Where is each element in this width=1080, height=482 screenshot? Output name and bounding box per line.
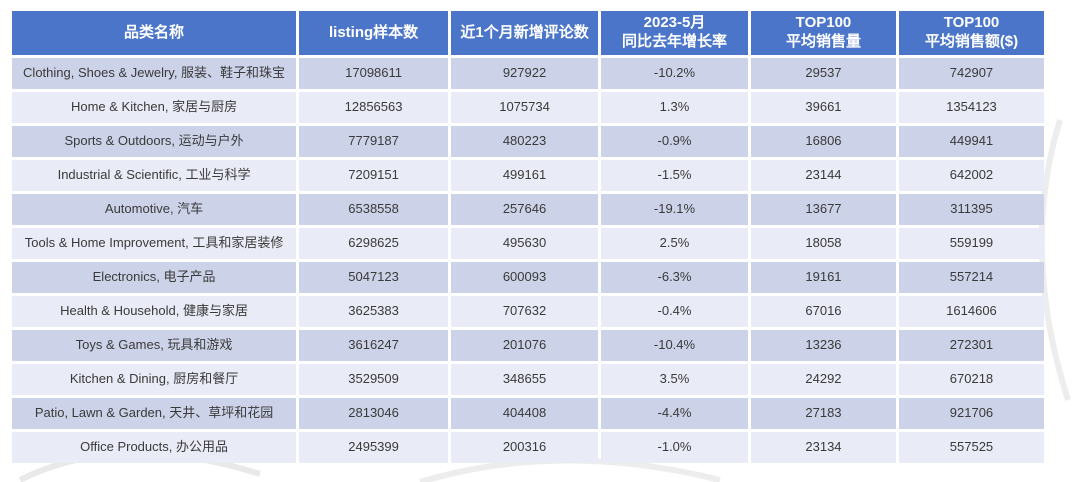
value-cell: 200316 <box>451 432 599 463</box>
category-cell: Tools & Home Improvement, 工具和家居装修 <box>12 228 297 259</box>
value-cell: 24292 <box>750 364 896 395</box>
value-cell: 3.5% <box>601 364 748 395</box>
table-row: Home & Kitchen, 家居与厨房 12856563 1075734 1.3%… <box>12 92 1044 123</box>
value-cell: 1075734 <box>451 92 599 123</box>
value-cell: 480223 <box>451 126 599 157</box>
value-cell: 495630 <box>451 228 599 259</box>
value-cell: 742907 <box>898 58 1044 89</box>
value-cell: 257646 <box>451 194 599 225</box>
table-row: Toys & Games, 玩具和游戏 3616247 201076 -10.4% 13… <box>12 330 1044 361</box>
value-cell: 272301 <box>898 330 1044 361</box>
table-header: 品类名称 listing样本数 近1个月新增评论数 2023-5月 同比去年增长率 TO… <box>12 11 1044 55</box>
value-cell: 557525 <box>898 432 1044 463</box>
value-cell: 19161 <box>750 262 896 293</box>
value-cell: 6298625 <box>299 228 449 259</box>
value-cell: 2813046 <box>299 398 449 429</box>
value-cell: 2495399 <box>299 432 449 463</box>
value-cell: -10.4% <box>601 330 748 361</box>
category-cell: Clothing, Shoes & Jewelry, 服装、鞋子和珠宝 <box>12 58 297 89</box>
value-cell: 311395 <box>898 194 1044 225</box>
value-cell: -1.0% <box>601 432 748 463</box>
value-cell: -4.4% <box>601 398 748 429</box>
column-header: 品类名称 <box>12 11 297 55</box>
value-cell: 18058 <box>750 228 896 259</box>
value-cell: 13677 <box>750 194 896 225</box>
table-row: Electronics, 电子产品 5047123 600093 -6.3% 19161… <box>12 262 1044 293</box>
value-cell: 6538558 <box>299 194 449 225</box>
value-cell: 670218 <box>898 364 1044 395</box>
value-cell: 3625383 <box>299 296 449 327</box>
category-cell: Sports & Outdoors, 运动与户外 <box>12 126 297 157</box>
value-cell: 707632 <box>451 296 599 327</box>
value-cell: 348655 <box>451 364 599 395</box>
value-cell: 23144 <box>750 160 896 191</box>
table-row: Office Products, 办公用品 2495399 200316 -1.0% 2… <box>12 432 1044 463</box>
value-cell: 449941 <box>898 126 1044 157</box>
value-cell: -1.5% <box>601 160 748 191</box>
table-row: Sports & Outdoors, 运动与户外 7779187 480223 -0.… <box>12 126 1044 157</box>
value-cell: -0.9% <box>601 126 748 157</box>
value-cell: 642002 <box>898 160 1044 191</box>
value-cell: 499161 <box>451 160 599 191</box>
value-cell: 67016 <box>750 296 896 327</box>
value-cell: 12856563 <box>299 92 449 123</box>
value-cell: 1354123 <box>898 92 1044 123</box>
table-row: Patio, Lawn & Garden, 天井、草坪和花园 2813046 404… <box>12 398 1044 429</box>
column-header: 2023-5月 同比去年增长率 <box>601 11 748 55</box>
table-row: Clothing, Shoes & Jewelry, 服装、鞋子和珠宝 17098… <box>12 58 1044 89</box>
value-cell: 39661 <box>750 92 896 123</box>
value-cell: -6.3% <box>601 262 748 293</box>
value-cell: 600093 <box>451 262 599 293</box>
table-row: Industrial & Scientific, 工业与科学 7209151 499… <box>12 160 1044 191</box>
value-cell: 13236 <box>750 330 896 361</box>
table-row: Tools & Home Improvement, 工具和家居装修 6298625… <box>12 228 1044 259</box>
value-cell: -0.4% <box>601 296 748 327</box>
value-cell: 7779187 <box>299 126 449 157</box>
value-cell: 559199 <box>898 228 1044 259</box>
category-cell: Automotive, 汽车 <box>12 194 297 225</box>
header-row: 品类名称 listing样本数 近1个月新增评论数 2023-5月 同比去年增长率 TO… <box>12 11 1044 55</box>
value-cell: 16806 <box>750 126 896 157</box>
value-cell: 404408 <box>451 398 599 429</box>
column-header: 近1个月新增评论数 <box>451 11 599 55</box>
category-cell: Office Products, 办公用品 <box>12 432 297 463</box>
value-cell: 921706 <box>898 398 1044 429</box>
table-row: Automotive, 汽车 6538558 257646 -19.1% 13677 31… <box>12 194 1044 225</box>
category-cell: Patio, Lawn & Garden, 天井、草坪和花园 <box>12 398 297 429</box>
category-cell: Health & Household, 健康与家居 <box>12 296 297 327</box>
value-cell: -19.1% <box>601 194 748 225</box>
category-cell: Electronics, 电子产品 <box>12 262 297 293</box>
value-cell: 201076 <box>451 330 599 361</box>
table-body: Clothing, Shoes & Jewelry, 服装、鞋子和珠宝 17098… <box>12 58 1044 463</box>
category-cell: Toys & Games, 玩具和游戏 <box>12 330 297 361</box>
value-cell: 27183 <box>750 398 896 429</box>
table-row: Kitchen & Dining, 厨房和餐厅 3529509 348655 3.5%… <box>12 364 1044 395</box>
category-cell: Industrial & Scientific, 工业与科学 <box>12 160 297 191</box>
value-cell: 29537 <box>750 58 896 89</box>
value-cell: 5047123 <box>299 262 449 293</box>
value-cell: 1614606 <box>898 296 1044 327</box>
data-table: 品类名称 listing样本数 近1个月新增评论数 2023-5月 同比去年增长率 TO… <box>9 8 1047 466</box>
category-stats-table-wrap: 品类名称 listing样本数 近1个月新增评论数 2023-5月 同比去年增长率 TO… <box>9 8 1047 466</box>
value-cell: -10.2% <box>601 58 748 89</box>
value-cell: 1.3% <box>601 92 748 123</box>
value-cell: 3616247 <box>299 330 449 361</box>
column-header: TOP100 平均销售量 <box>750 11 896 55</box>
column-header: listing样本数 <box>299 11 449 55</box>
value-cell: 23134 <box>750 432 896 463</box>
value-cell: 7209151 <box>299 160 449 191</box>
category-cell: Home & Kitchen, 家居与厨房 <box>12 92 297 123</box>
category-cell: Kitchen & Dining, 厨房和餐厅 <box>12 364 297 395</box>
value-cell: 3529509 <box>299 364 449 395</box>
value-cell: 557214 <box>898 262 1044 293</box>
table-row: Health & Household, 健康与家居 3625383 707632 -0… <box>12 296 1044 327</box>
value-cell: 2.5% <box>601 228 748 259</box>
column-header: TOP100 平均销售额($) <box>898 11 1044 55</box>
value-cell: 927922 <box>451 58 599 89</box>
value-cell: 17098611 <box>299 58 449 89</box>
